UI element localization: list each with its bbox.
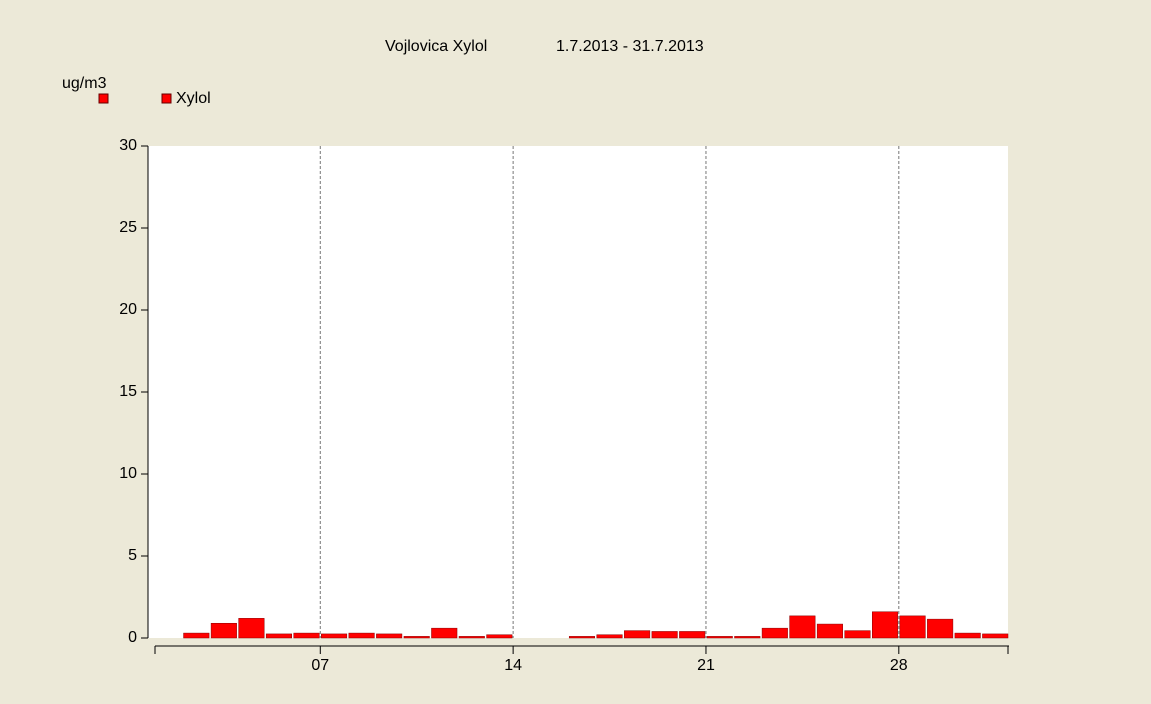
bar <box>293 632 320 639</box>
bar <box>431 627 458 639</box>
bar <box>679 631 706 639</box>
legend-label: Xylol <box>176 90 211 107</box>
y-tick-label: 15 <box>119 383 137 400</box>
bar <box>238 618 265 639</box>
bar <box>624 630 651 639</box>
y-tick-label: 10 <box>119 465 137 482</box>
x-tick-label: 14 <box>504 657 522 674</box>
x-tick-label: 28 <box>890 657 908 674</box>
y-tick-label: 20 <box>119 301 137 318</box>
bar <box>927 618 954 639</box>
y-tick-label: 0 <box>128 629 137 646</box>
bar <box>568 636 596 639</box>
y-tick-label: 5 <box>128 547 137 564</box>
bar <box>348 632 375 639</box>
chart-subtitle: 1.7.2013 - 31.7.2013 <box>556 38 704 55</box>
bar <box>183 632 210 639</box>
x-tick-label: 07 <box>311 657 329 674</box>
legend-swatch <box>98 93 109 104</box>
y-axis-label: ug/m3 <box>62 75 107 92</box>
bar <box>376 633 403 639</box>
y-tick-label: 30 <box>119 137 137 154</box>
bar <box>596 634 623 639</box>
y-tick-label: 25 <box>119 219 137 236</box>
bar <box>706 636 733 639</box>
bar <box>761 627 788 639</box>
bar <box>954 632 981 639</box>
bar <box>210 622 237 639</box>
bar <box>899 615 926 639</box>
bar <box>734 636 761 639</box>
legend-swatch <box>161 93 172 104</box>
bar <box>321 633 348 639</box>
bar <box>872 611 899 639</box>
bar <box>486 634 513 639</box>
chart-title: Vojlovica Xylol <box>385 38 487 55</box>
bar <box>982 633 1009 639</box>
x-tick-label: 21 <box>697 657 715 674</box>
bar <box>816 623 843 639</box>
bar <box>789 615 816 639</box>
bar <box>265 633 292 639</box>
bar <box>403 636 430 639</box>
bar <box>844 630 871 639</box>
bar <box>651 631 678 639</box>
bar <box>458 636 485 639</box>
plot-area <box>148 146 1008 638</box>
